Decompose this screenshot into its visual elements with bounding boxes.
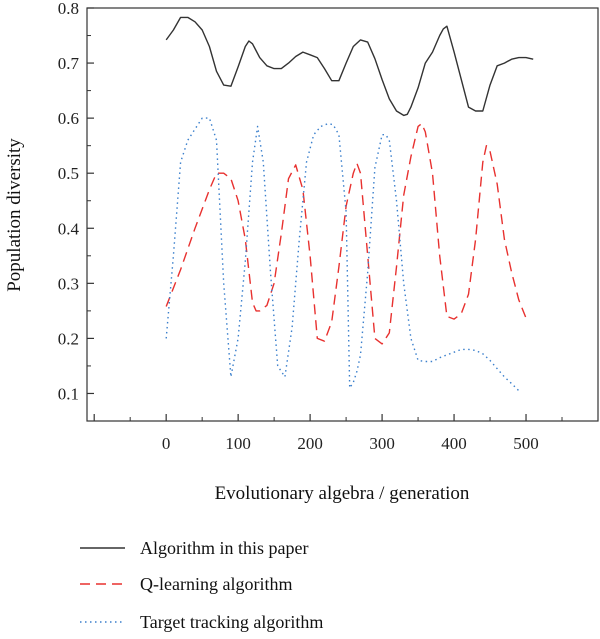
legend-label: Q-learning algorithm [140,574,292,594]
series-line-q-learning-algorithm [165,122,527,345]
y-tick-label: 0.4 [58,219,80,238]
y-tick-label: 0.3 [58,274,79,293]
y-tick-label: 0.5 [58,164,79,183]
x-tick-label: 200 [297,434,323,453]
series-line-target-tracking-algorithm [165,117,520,392]
plot-frame [86,7,599,422]
y-tick-label: 0.2 [58,329,79,348]
legend-label: Algorithm in this paper [140,538,308,558]
legend-label: Target tracking algorithm [140,612,323,632]
x-tick-label: 400 [441,434,467,453]
y-tick-label: 0.6 [58,109,79,128]
x-tick-label: 0 [162,434,171,453]
y-tick-label: 0.8 [58,0,79,18]
series-line-algorithm-in-this-paper [165,16,534,117]
y-axis-label: Population diversity [4,138,25,292]
x-axis-label: Evolutionary algebra / generation [215,483,470,504]
x-axis: 0 100 200 300 400 500 [93,414,563,453]
legend: Algorithm in this paper Q-learning algori… [80,538,323,632]
series-layer [165,16,534,392]
x-tick-label: 100 [225,434,251,453]
x-tick-label: 500 [513,434,539,453]
y-tick-label: 0.1 [58,384,79,403]
y-axis: 0.1 0.2 0.3 0.4 0.5 0.6 0.7 0.8 [58,0,94,403]
x-tick-label: 300 [369,434,395,453]
y-tick-label: 0.7 [58,54,80,73]
